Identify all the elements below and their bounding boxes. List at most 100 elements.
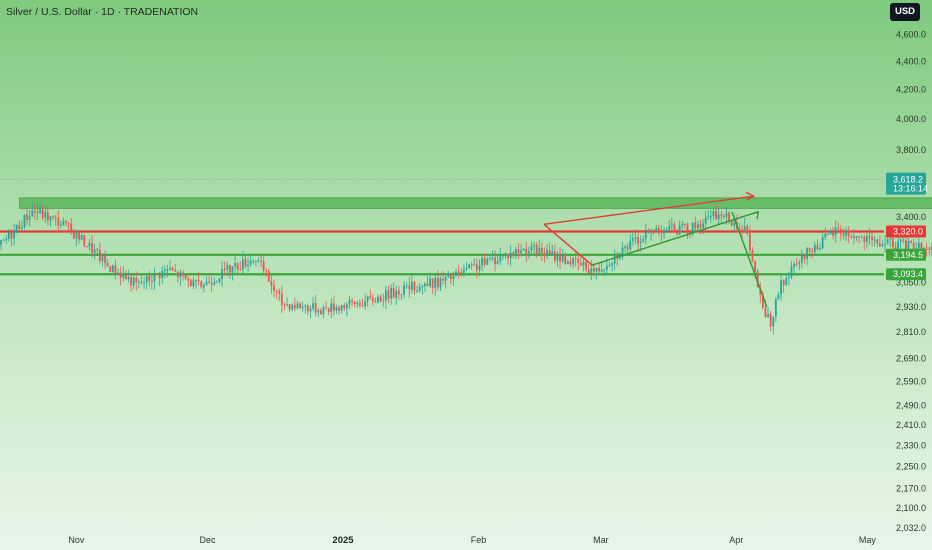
candle-body-510 [579,262,582,266]
candle-body-436 [387,290,390,299]
price-tag-level-2-bg [886,248,926,261]
candle-body-589 [785,278,788,285]
triangle-lower-line [591,211,759,266]
y-tick-label-15: 2,170.0 [896,483,926,493]
candle-body-472 [481,258,483,266]
candle-body-305 [46,212,49,221]
candle-body-421 [348,300,351,305]
candle-body-390 [267,271,270,282]
candle-body-601 [816,245,819,250]
candle-body-526 [621,247,624,258]
candle-body-425 [358,303,361,306]
candle-body-635 [904,240,907,250]
candle-body-438 [392,287,395,298]
candle-body-332 [117,272,119,275]
candle-body-335 [124,274,127,280]
candle-body-585 [774,298,777,317]
candle-body-607 [832,232,834,236]
candle-body-340 [137,281,140,283]
candle-body-385 [254,260,257,262]
y-tick-label-16: 2,100.0 [896,503,926,513]
candle-body-551 [686,224,689,234]
candle-body-523 [613,255,616,264]
candle-body-453 [431,278,434,288]
candle-body-396 [283,304,286,306]
candle-body-595 [800,255,803,263]
price-tag-level-1: 3,320.0 [893,227,923,237]
candle-body-631 [894,246,897,250]
candle-body-432 [377,296,379,303]
candle-body-473 [483,258,486,265]
candle-body-461 [452,276,455,279]
candle-body-507 [572,257,574,265]
candle-body-644 [928,248,931,250]
candle-body-428 [366,296,369,302]
candle-body-638 [912,242,915,251]
candle-body-556 [699,224,702,228]
candle-body-393 [275,290,278,292]
candle-body-344 [148,276,151,281]
candle-body-378 [236,263,239,270]
candle-body-451 [426,283,429,287]
candle-body-611 [842,233,845,236]
candle-body-333 [119,272,122,278]
currency-button[interactable]: USD [890,3,920,21]
candle-body-423 [353,301,356,304]
candle-body-541 [660,230,663,234]
candle-body-645 [930,247,932,250]
candle-body-327 [104,255,106,263]
candle-body-398 [288,304,291,310]
candle-body-296 [23,214,26,228]
candle-body-506 [569,261,572,265]
candle-body-355 [176,271,179,278]
y-tick-label-12: 2,410.0 [896,420,926,430]
candle-body-381 [244,259,247,267]
candle-body-540 [657,227,660,231]
candle-body-612 [845,230,847,236]
candle-body-420 [345,304,348,309]
candle-body-356 [179,272,182,278]
price-tag-level-3-bg [886,268,926,281]
candle-body-626 [881,244,884,247]
candle-body-303 [41,209,44,219]
candle-body-534 [642,238,645,242]
candle-body-535 [644,229,647,239]
candle-body-374 [226,265,229,270]
candle-body-409 [317,310,320,313]
candle-body-444 [408,285,411,290]
candle-body-368 [210,282,213,285]
candle-body-341 [140,281,143,283]
triangle-lower-arrowhead [751,210,760,219]
candle-body-527 [624,246,626,248]
candle-body-614 [850,236,853,238]
candle-body-490 [527,250,530,254]
candle-body-463 [457,271,460,273]
candle-body-502 [559,254,561,262]
countdown-tag: 13:16:14 [893,184,928,194]
candle-body-628 [886,239,889,244]
candle-body-408 [314,303,317,313]
candle-body-587 [780,280,782,295]
candle-body-500 [553,251,556,261]
candle-body-533 [639,241,642,244]
candle-body-395 [280,293,283,305]
candle-body-515 [592,268,595,272]
candle-body-477 [494,257,496,264]
candle-body-564 [720,214,723,216]
candle-body-427 [364,301,366,307]
candle-body-574 [746,226,749,234]
candle-body-641 [920,242,923,252]
candle-body-442 [403,285,405,295]
candle-body-418 [340,305,343,311]
candle-body-293 [15,224,18,231]
candle-body-582 [767,313,769,317]
candle-body-448 [418,286,421,291]
candle-body-437 [390,287,392,299]
candle-body-571 [738,228,741,230]
candle-body-466 [465,268,468,270]
candle-body-525 [618,257,621,259]
candle-body-604 [824,233,827,238]
candle-body-475 [488,258,491,260]
candle-body-520 [605,265,608,270]
